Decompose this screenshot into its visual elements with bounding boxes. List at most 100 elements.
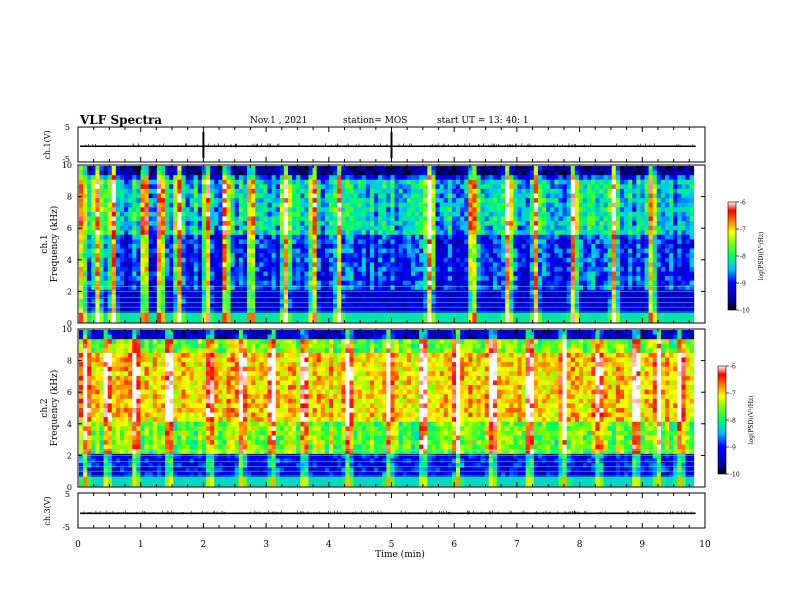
ch1-spectrogram-cell [476, 248, 482, 254]
ch1-spectrogram-cell [529, 312, 535, 318]
ch1-spectrogram-cell [464, 175, 469, 181]
ch1-spectrogram-cell [328, 198, 334, 204]
ch1-spectrogram-cell [537, 202, 543, 208]
ch1-spectrogram-cell [509, 257, 514, 263]
ch1-spectrogram-cell [648, 166, 654, 171]
ch1-spectrogram-cell [501, 184, 506, 190]
ch1-spectrogram-cell [230, 262, 236, 268]
ch1-spectrogram-cell [288, 230, 293, 236]
ch1-spectrogram-cell [378, 211, 383, 217]
ch1-spectrogram-cell [578, 239, 584, 245]
ch1-spectrogram-cell [197, 211, 203, 217]
ch1-spectrogram-cell [587, 202, 592, 208]
ch1-spectrogram-cell [611, 179, 617, 185]
ch1-spectrogram-cell [468, 294, 473, 300]
ch1-spectrogram-cell [247, 276, 252, 282]
ch1-spectrogram-cell [136, 317, 141, 323]
ch1-spectrogram-cell [328, 188, 334, 194]
ch1-spectrogram-cell [447, 271, 453, 277]
ch1-spectrogram-cell [83, 299, 88, 305]
ch1-spectrogram-cell [308, 253, 313, 259]
ch1-spectrogram-cell [402, 266, 408, 272]
ch1-spectrogram-cell [132, 289, 137, 295]
ch1-spectrogram-cell [410, 170, 416, 176]
ch1-spectrogram-cell [472, 266, 477, 272]
ch1-spectrogram-cell [456, 225, 461, 231]
ch1-spectrogram-cell [185, 216, 191, 222]
ch1-spectrogram-cell [132, 198, 137, 204]
ch1-spectrogram-cell [509, 312, 514, 318]
ch1-spectrogram-cell [624, 216, 629, 222]
ch1-spectrogram-cell [398, 253, 404, 259]
ch1-spectrogram-cell [181, 308, 186, 314]
ch1-spectrogram-cell [337, 285, 342, 291]
ch1-spectrogram-cell [283, 221, 289, 227]
ch1-spectrogram-cell [99, 244, 104, 249]
ch1-spectrogram-cell [214, 221, 219, 227]
ch1-spectrogram-cell [587, 253, 592, 259]
ch1-spectrogram-cell [542, 312, 547, 318]
ch1-spectrogram-cell [570, 216, 576, 222]
ch1-spectrogram-cell [169, 188, 174, 194]
ch1-spectrogram-cell [156, 234, 162, 240]
ch1-spectrogram-cell [337, 166, 342, 171]
ch1-spectrogram-cell [271, 239, 277, 245]
ch1-spectrogram-cell [501, 175, 506, 181]
ch1-spectrogram-cell [607, 198, 613, 204]
ch1-spectrogram-cell [628, 188, 633, 194]
ch1-spectrogram-cell [271, 179, 277, 185]
ch1-spectrogram-cell [533, 211, 539, 217]
ch1-waveform-ylabel: ch.1(V) [43, 130, 52, 159]
ch1-spectrogram-cell [533, 253, 539, 259]
ch1-spectrogram-cell [595, 266, 600, 272]
ch1-spectrogram-cell [210, 276, 215, 282]
ch1-spectrogram-cell [95, 299, 100, 305]
ch1-spectrogram-cell [148, 184, 154, 190]
ch1-spectrogram-cell [201, 170, 207, 176]
ch1-spectrogram-cell [300, 244, 305, 249]
ch1-spectrogram-cell [632, 221, 637, 227]
ch1-spectrogram-cell [578, 216, 584, 222]
ch1-spectrogram-cell [574, 317, 580, 323]
ch1-spectrogram-cell [529, 166, 535, 171]
ch1-spectrogram-cell [345, 248, 350, 254]
ch1-spectrogram-cell [415, 175, 420, 181]
ch1-spectrogram-cell [415, 257, 420, 263]
ch1-spectrogram-cell [578, 221, 584, 227]
ch1-spectrogram-cell [353, 211, 359, 217]
ch1-spectrogram-cell [156, 308, 162, 314]
ch1-spectrogram-cell [115, 308, 121, 314]
ch1-spectrogram-cell [369, 312, 375, 318]
ch1-spectrogram-cell [103, 175, 109, 181]
ch1-spectrogram-cell [255, 216, 260, 222]
ch1-spectrogram-cell [619, 294, 625, 300]
ch1-spectrogram-cell [165, 280, 170, 286]
ch1-spectrogram-cell [181, 257, 186, 263]
ch1-spectrogram-cell [242, 308, 248, 314]
ch1-spectrogram-cell [619, 216, 625, 222]
ch1-spectrogram-cell [419, 239, 424, 245]
ch1-spectrogram-cell [382, 175, 387, 181]
ch1-spectrogram-cell [292, 198, 297, 204]
ch1-spectrogram-cell [206, 234, 211, 240]
ch1-spectrogram-cell [197, 317, 203, 323]
ch1-spectrogram-cell [107, 179, 113, 185]
ch1-spectrogram-cell [599, 193, 604, 199]
ch1-spectrogram-cell [238, 257, 244, 263]
ch1-spectrogram-cell [242, 179, 248, 185]
ch1-spectrogram-cell [464, 221, 469, 227]
ch1-time-markers [202, 132, 393, 158]
ch1-spectrogram-cell [583, 266, 588, 272]
ch1-spectrogram-cell [484, 280, 490, 286]
ch1-spectrogram-cell [181, 280, 186, 286]
ch1-spectrogram-cell [304, 244, 309, 249]
ch1-spectrogram-cell [603, 166, 609, 171]
ch1-spectrogram-cell [283, 184, 289, 190]
ch1-spectrogram-cell [583, 193, 588, 199]
ch1-spectrogram-cell [468, 303, 473, 309]
ch1-spectrogram-cell [378, 299, 383, 305]
ch1-spectrogram-cell [570, 253, 576, 259]
ch1-spectrogram-cell [456, 166, 461, 171]
ch1-spectrogram-cell [341, 244, 346, 249]
ch1-spectrogram-cell [443, 211, 449, 217]
